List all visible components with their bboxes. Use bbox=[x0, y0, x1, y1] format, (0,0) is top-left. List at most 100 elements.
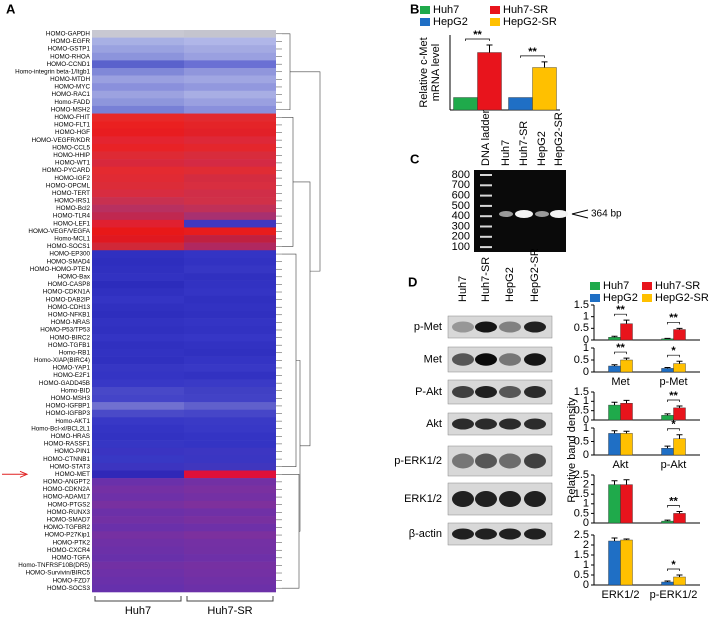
heatmap-cell bbox=[92, 250, 184, 259]
gene-label: HOMO-CXCR4 bbox=[47, 547, 91, 554]
heatmap-cell bbox=[184, 576, 276, 585]
ladder-band bbox=[480, 194, 492, 197]
bar bbox=[620, 433, 633, 456]
error-bar bbox=[611, 364, 618, 366]
blot-band bbox=[524, 418, 546, 430]
significance-bracket bbox=[614, 313, 627, 317]
heatmap-cell bbox=[92, 440, 184, 449]
error-bar bbox=[664, 366, 671, 369]
ladder-band bbox=[480, 246, 492, 249]
ladder-size: 200 bbox=[452, 231, 470, 243]
error-bar bbox=[664, 580, 671, 582]
heatmap-cell bbox=[92, 212, 184, 221]
gel-band bbox=[499, 211, 513, 217]
bar bbox=[453, 97, 478, 111]
lane-label: DNA ladder bbox=[480, 109, 492, 166]
y-tick-label: 2 bbox=[583, 479, 589, 491]
heatmap-cell bbox=[92, 516, 184, 524]
gene-label: HOMO-Survivin/BIRC5 bbox=[26, 570, 91, 577]
heatmap-cell bbox=[184, 561, 276, 570]
heatmap-cell bbox=[92, 470, 184, 479]
ladder-band bbox=[480, 204, 492, 207]
gene-label: HOMO-CCL5 bbox=[52, 144, 90, 151]
heatmap-cell bbox=[184, 333, 276, 342]
heatmap-cell bbox=[184, 584, 276, 593]
heatmap-cell bbox=[92, 569, 184, 578]
heatmap-cell bbox=[92, 181, 184, 190]
heatmap-cell bbox=[184, 83, 276, 92]
heatmap-cell bbox=[92, 394, 184, 403]
x-tick-label: ERK1/2 bbox=[602, 589, 640, 601]
error-bar bbox=[676, 327, 683, 330]
protein-label: β-actin bbox=[409, 528, 442, 540]
blot-band bbox=[452, 453, 474, 469]
heatmap-cell bbox=[184, 500, 276, 509]
bar bbox=[477, 52, 502, 111]
gene-label: Homo-FADD bbox=[54, 99, 90, 106]
heatmap-cell bbox=[92, 462, 184, 471]
error-bar bbox=[611, 480, 618, 485]
error-bar bbox=[623, 357, 630, 360]
ladder-band bbox=[480, 184, 492, 187]
heatmap-cell bbox=[92, 356, 184, 365]
bar bbox=[661, 448, 674, 456]
heatmap-cell bbox=[92, 531, 184, 540]
y-tick-label: 0 bbox=[583, 517, 589, 529]
bar bbox=[673, 576, 686, 586]
significance-label: ** bbox=[669, 390, 678, 402]
gene-label: Homo-Bcl-xl/BCL2L1 bbox=[31, 425, 90, 432]
protein-label: P-Akt bbox=[415, 386, 442, 398]
gene-label: HOMO-VEGFR/KDR bbox=[32, 137, 91, 144]
heatmap-cell bbox=[92, 121, 184, 130]
gene-label: HOMO-NRAS bbox=[51, 319, 90, 326]
y-tick-label: 0.5 bbox=[574, 354, 589, 366]
protein-label: p-ERK1/2 bbox=[394, 455, 442, 467]
gene-label: HOMO-RAC1 bbox=[52, 91, 91, 98]
gene-label: HOMO-LEF1 bbox=[53, 220, 90, 227]
ladder-size: 500 bbox=[452, 200, 470, 212]
heatmap-cell bbox=[92, 219, 184, 228]
heatmap-cell bbox=[184, 348, 276, 357]
gene-label: HOMO-FZD7 bbox=[53, 577, 91, 584]
legend-swatch bbox=[420, 18, 430, 26]
gene-label: Homo-integrin beta-1/Itgb1 bbox=[15, 68, 90, 75]
legend-label: HepG2-SR bbox=[503, 16, 557, 28]
heatmap-cell bbox=[184, 219, 276, 228]
gene-label: HOMO-MSH2 bbox=[51, 106, 91, 113]
bar bbox=[673, 438, 686, 456]
gene-label: Homo-AKT1 bbox=[55, 418, 90, 425]
gene-label: HOMO-PTGS2 bbox=[48, 501, 91, 508]
blot-band bbox=[499, 491, 521, 507]
error-bar bbox=[486, 44, 493, 53]
blot-band bbox=[524, 528, 546, 540]
y-tick-label: 1.5 bbox=[574, 299, 589, 311]
error-bar bbox=[611, 401, 618, 406]
y-tick-label: 0.5 bbox=[574, 569, 589, 581]
gene-label: HOMO-RHOA bbox=[50, 53, 91, 60]
gene-label: HOMO-CTNNB1 bbox=[43, 456, 90, 463]
bar bbox=[620, 359, 633, 373]
x-tick-label: p-Met bbox=[659, 376, 687, 388]
heatmap-cell bbox=[184, 105, 276, 114]
heatmap-cell bbox=[92, 265, 184, 274]
heatmap-cell bbox=[184, 174, 276, 183]
y-tick-label: 1 bbox=[583, 311, 589, 323]
significance-label: * bbox=[671, 419, 676, 431]
error-bar bbox=[611, 537, 618, 541]
error-bar bbox=[541, 61, 548, 68]
legend-swatch bbox=[420, 6, 430, 14]
heatmap-cell bbox=[92, 303, 184, 312]
gene-label: HOMO-EP300 bbox=[49, 251, 90, 258]
gene-label: HOMO-HGF bbox=[55, 129, 90, 136]
gene-label: HOMO-Bcl2 bbox=[56, 205, 90, 212]
heatmap-cell bbox=[92, 30, 184, 38]
gene-label: HOMO-P27Kip1 bbox=[45, 532, 91, 539]
gel-arrow bbox=[571, 209, 589, 219]
heatmap-cell bbox=[184, 478, 276, 486]
y-tick-label: 0.5 bbox=[574, 435, 589, 447]
blot-band bbox=[499, 353, 521, 366]
heatmap-cell bbox=[184, 128, 276, 137]
heatmap-cell bbox=[92, 326, 184, 335]
heatmap-cell bbox=[184, 424, 276, 433]
